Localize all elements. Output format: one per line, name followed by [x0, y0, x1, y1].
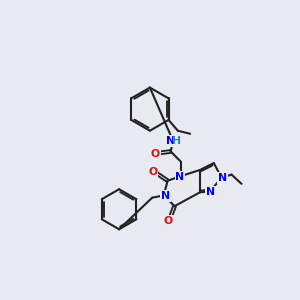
Text: O: O [164, 216, 173, 226]
Text: N: N [161, 191, 170, 201]
Text: N: N [176, 172, 184, 182]
Text: N: N [206, 187, 215, 197]
Text: O: O [151, 149, 160, 159]
Text: N: N [166, 136, 175, 146]
Text: O: O [148, 167, 158, 176]
Text: H: H [172, 136, 182, 146]
Text: N: N [218, 173, 227, 183]
